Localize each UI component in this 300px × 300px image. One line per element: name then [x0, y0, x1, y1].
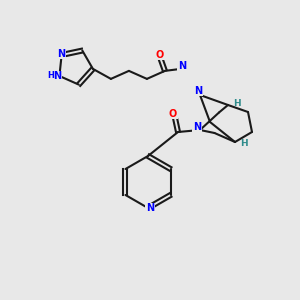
Text: H: H — [233, 98, 241, 107]
Text: H: H — [47, 70, 54, 80]
Text: N: N — [178, 61, 186, 71]
Text: N: N — [194, 86, 202, 96]
Text: N: N — [193, 122, 201, 132]
Text: N: N — [146, 203, 154, 213]
Text: H: H — [240, 140, 248, 148]
Text: N: N — [53, 71, 62, 81]
Text: N: N — [58, 49, 66, 59]
Text: O: O — [169, 109, 177, 119]
Text: O: O — [156, 50, 164, 60]
